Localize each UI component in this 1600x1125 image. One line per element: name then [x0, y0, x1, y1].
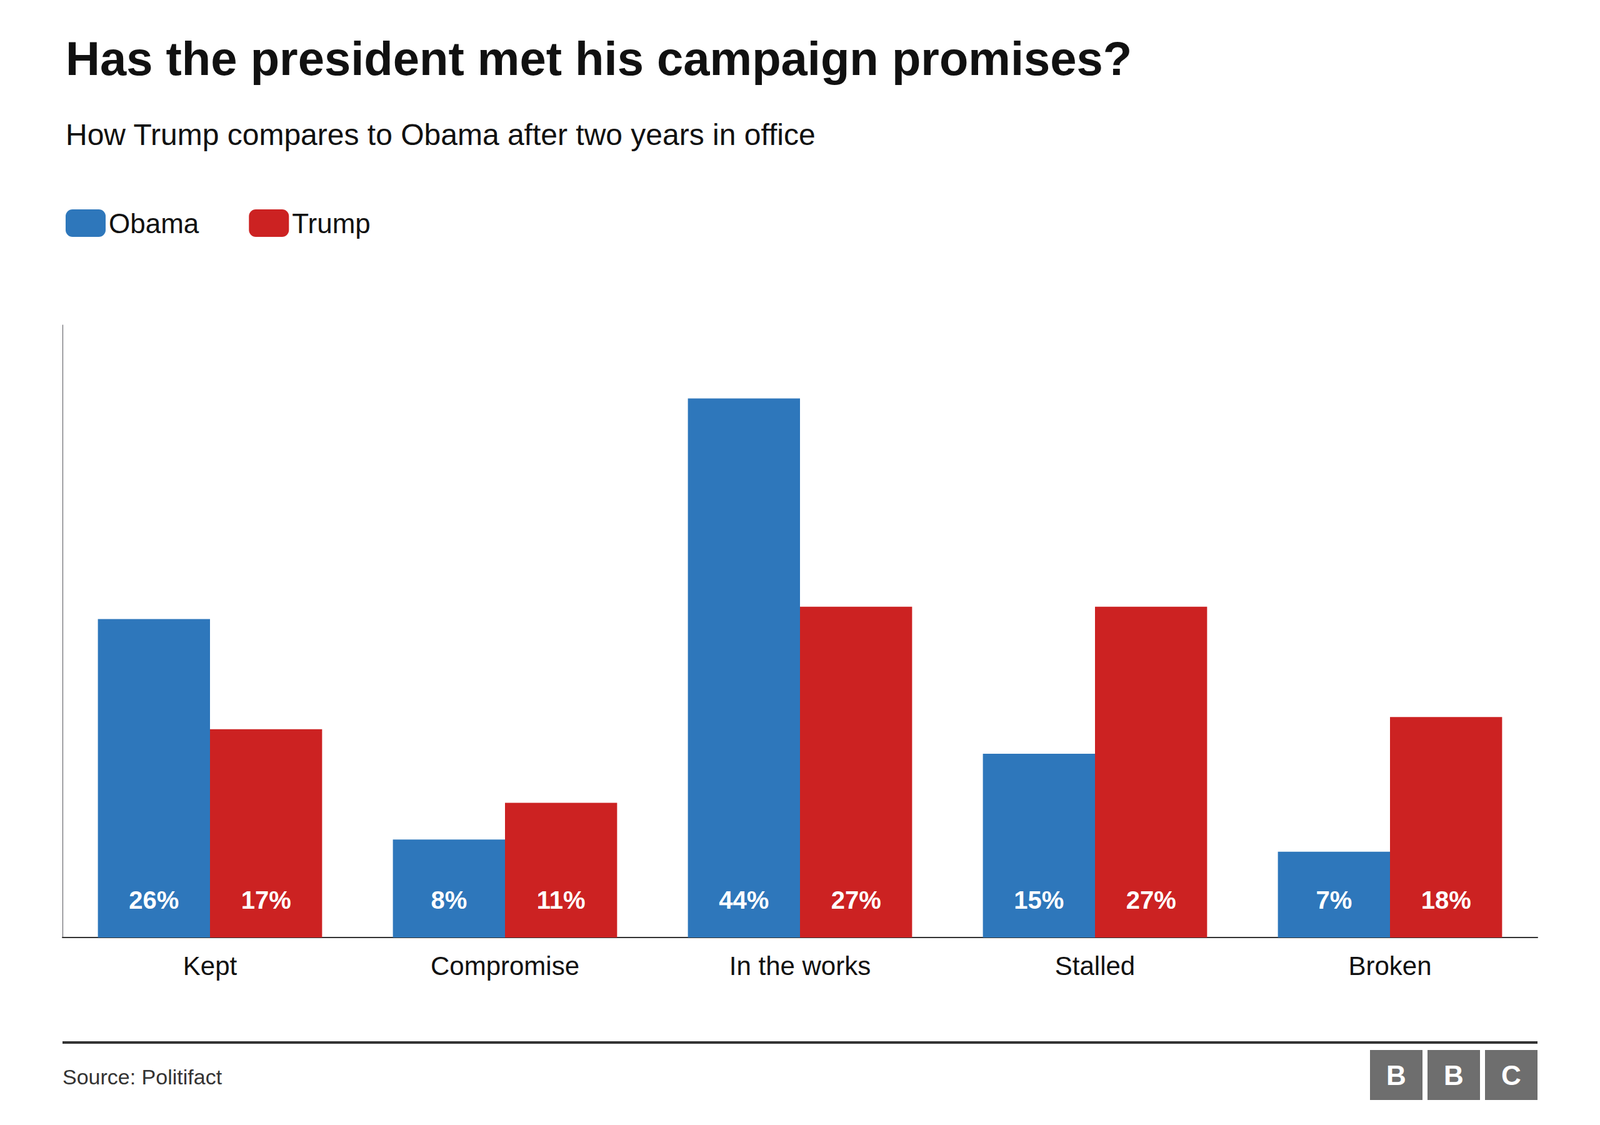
svg-text:18%: 18% [1421, 886, 1472, 914]
svg-text:44%: 44% [718, 886, 769, 914]
svg-text:Compromise: Compromise [430, 951, 580, 981]
svg-text:26%: 26% [128, 886, 179, 914]
svg-text:27%: 27% [831, 886, 882, 914]
svg-text:17%: 17% [241, 886, 292, 914]
svg-text:Has the president met his camp: Has the president met his campaign promi… [65, 31, 1132, 85]
svg-text:Source: Politifact: Source: Politifact [62, 1065, 223, 1089]
svg-text:How Trump compares to Obama af: How Trump compares to Obama after two ye… [65, 118, 816, 152]
svg-text:In the works: In the works [729, 951, 871, 981]
svg-text:7%: 7% [1315, 886, 1352, 914]
svg-text:Broken: Broken [1348, 951, 1432, 981]
svg-text:Stalled: Stalled [1055, 951, 1135, 981]
svg-text:11%: 11% [536, 886, 586, 914]
svg-text:Trump: Trump [291, 208, 370, 239]
svg-text:Kept: Kept [183, 951, 238, 981]
svg-text:B: B [1386, 1060, 1407, 1091]
svg-text:Obama: Obama [108, 208, 200, 239]
svg-text:27%: 27% [1126, 886, 1177, 914]
svg-text:B: B [1443, 1060, 1464, 1091]
svg-text:15%: 15% [1013, 886, 1064, 914]
svg-text:C: C [1501, 1060, 1522, 1091]
svg-text:8%: 8% [430, 886, 467, 914]
